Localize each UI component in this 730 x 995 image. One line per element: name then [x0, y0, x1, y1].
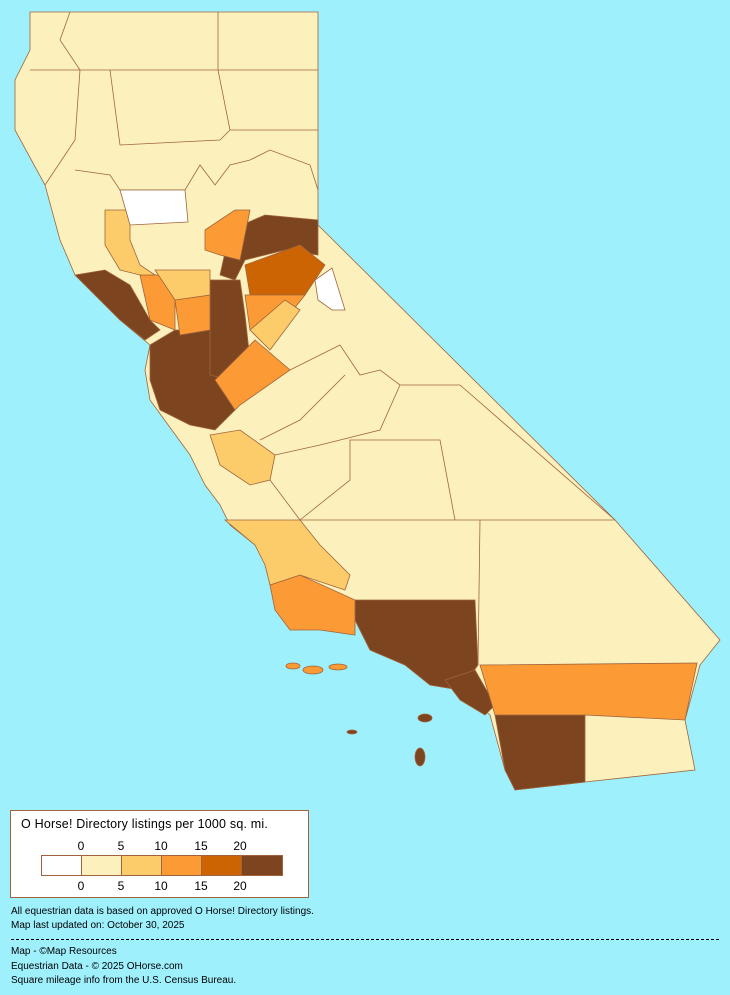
legend-top-tick: 10 — [154, 839, 168, 853]
legend-color-scale — [41, 855, 283, 876]
legend-bottom-tick: 0 — [77, 879, 85, 893]
legend-bottom-tick: 15 — [194, 879, 208, 893]
county-borders — [30, 11, 616, 666]
legend-bottom-tick: 5 — [117, 879, 125, 893]
legend-swatch-0-5 — [82, 856, 122, 875]
map-credit: Map - ©Map Resources — [11, 946, 117, 957]
legend-title: O Horse! Directory listings per 1000 sq.… — [21, 817, 269, 831]
legend-top-tick: 15 — [194, 839, 208, 853]
legend-top-tick: 5 — [117, 839, 125, 853]
county-fills — [74, 189, 698, 791]
legend-top-tick: 0 — [77, 839, 85, 853]
legend-swatch-20-plus — [242, 856, 282, 875]
channel-islands — [285, 662, 433, 767]
last-updated-note: Map last updated on: October 30, 2025 — [11, 920, 185, 931]
legend-swatch-15-20 — [202, 856, 242, 875]
map-legend: O Horse! Directory listings per 1000 sq.… — [10, 810, 309, 898]
legend-bottom-tick: 10 — [154, 879, 168, 893]
legend-swatch-10-15 — [162, 856, 202, 875]
census-credit: Square mileage info from the U.S. Census… — [11, 975, 237, 986]
data-source-note: All equestrian data is based on approved… — [11, 906, 314, 917]
data-credit: Equestrian Data - © 2025 OHorse.com — [11, 961, 183, 972]
legend-swatch-0 — [42, 856, 82, 875]
legend-top-tick: 20 — [233, 839, 247, 853]
divider — [11, 939, 719, 940]
legend-swatch-5-10 — [122, 856, 162, 875]
california-county-map — [14, 11, 721, 791]
legend-bottom-tick: 20 — [233, 879, 247, 893]
